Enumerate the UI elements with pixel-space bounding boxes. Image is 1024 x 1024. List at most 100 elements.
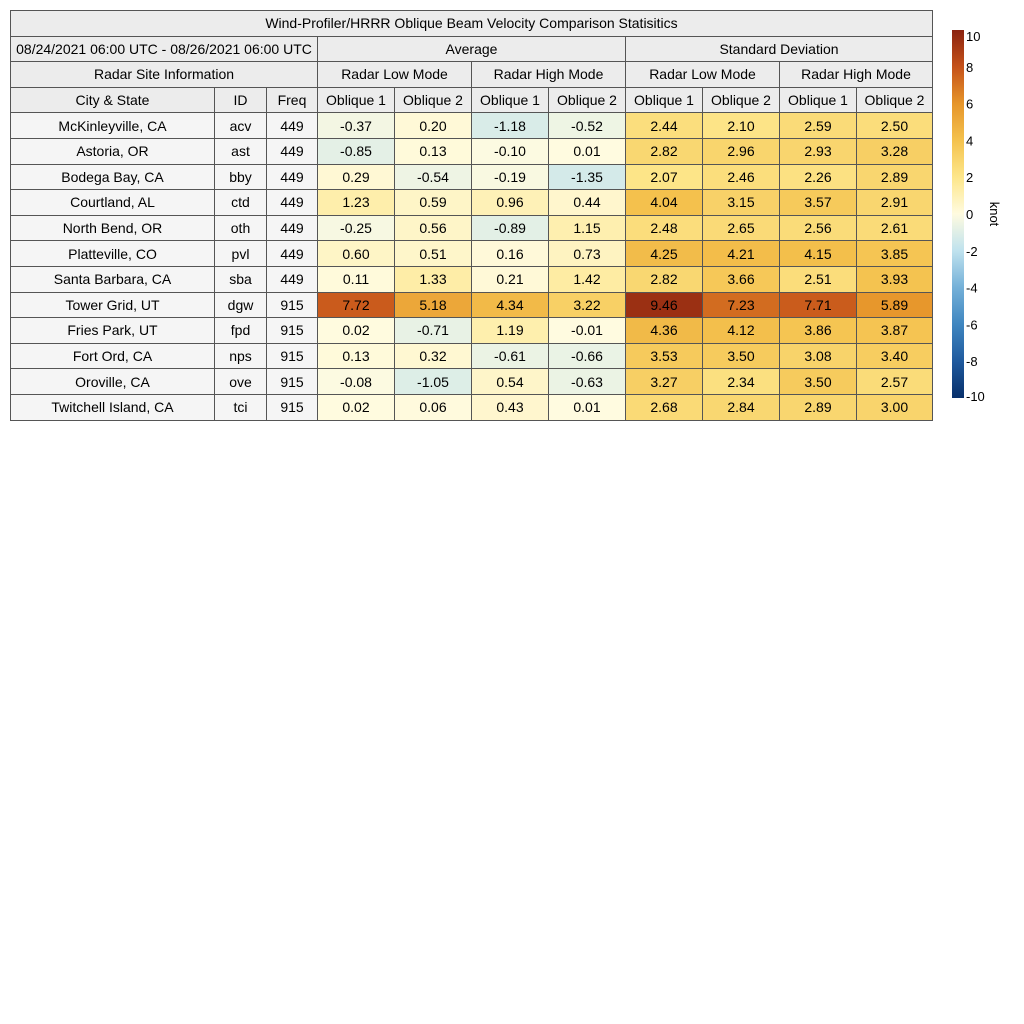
table-row: Bodega Bay, CA bby 449 0.29 -0.54 -0.19 -1.35 2… xyxy=(10,163,933,191)
colorbar-tick-label: -10 xyxy=(966,389,985,402)
avg-high-oblique2-cell: 3.22 xyxy=(548,291,626,319)
table-row: McKinleyville, CA acv 449 -0.37 0.20 -1.18 -0.… xyxy=(10,112,933,139)
avg-low-oblique1-cell: 0.02 xyxy=(317,317,395,344)
avg-low-oblique2-cell: 0.51 xyxy=(394,240,472,267)
col-header-avg-high-oblique2: Oblique 2 xyxy=(548,86,626,114)
site-city-cell: Platteville, CO xyxy=(10,240,215,267)
site-city-cell: Courtland, AL xyxy=(10,189,215,216)
site-id-cell: dgw xyxy=(214,291,267,319)
std-low-oblique2-cell: 2.65 xyxy=(702,214,780,242)
colorbar-tick-label: 8 xyxy=(966,60,973,75)
col-header-std-low-oblique1: Oblique 1 xyxy=(625,86,703,114)
site-city-cell: Tower Grid, UT xyxy=(10,291,215,319)
site-city-cell: Twitchell Island, CA xyxy=(10,393,215,421)
average-header: Average xyxy=(317,35,626,63)
colorbar-tick-label: -4 xyxy=(966,281,978,296)
site-city-cell: McKinleyville, CA xyxy=(10,112,215,139)
std-low-oblique1-cell: 2.48 xyxy=(625,214,703,242)
colorbar-tick-label: -8 xyxy=(966,354,978,369)
std-low-oblique2-cell: 2.96 xyxy=(702,137,780,165)
site-freq-cell: 449 xyxy=(266,189,318,216)
avg-high-oblique1-cell: 0.96 xyxy=(471,189,549,216)
site-city-cell: Santa Barbara, CA xyxy=(10,265,215,293)
colorbar-label: knot xyxy=(987,202,1002,227)
col-header-avg-low-oblique2: Oblique 2 xyxy=(394,86,472,114)
avg-low-oblique2-cell: 0.32 xyxy=(394,342,472,370)
std-low-oblique2-cell: 3.15 xyxy=(702,189,780,216)
table-row: Fries Park, UT fpd 915 0.02 -0.71 1.19 -0.01 4.… xyxy=(10,317,933,344)
avg-high-oblique2-cell: -0.52 xyxy=(548,112,626,139)
col-header-std-low-oblique2: Oblique 2 xyxy=(702,86,780,114)
table-row: Tower Grid, UT dgw 915 7.72 5.18 4.34 3.22 9.46… xyxy=(10,291,933,319)
std-high-oblique2-cell: 3.93 xyxy=(856,265,933,293)
std-low-oblique2-cell: 2.46 xyxy=(702,163,780,191)
std-low-oblique2-cell: 4.12 xyxy=(702,317,780,344)
avg-low-oblique2-cell: 5.18 xyxy=(394,291,472,319)
std-high-oblique2-cell: 2.57 xyxy=(856,368,933,395)
avg-low-oblique1-cell: 0.13 xyxy=(317,342,395,370)
colorbar-tick-label: 2 xyxy=(966,170,973,185)
std-high-oblique2-cell: 3.87 xyxy=(856,317,933,344)
avg-high-oblique1-cell: -1.18 xyxy=(471,112,549,139)
avg-low-oblique2-cell: -1.05 xyxy=(394,368,472,395)
site-freq-cell: 449 xyxy=(266,163,318,191)
avg-low-oblique2-cell: 1.33 xyxy=(394,265,472,293)
avg-low-oblique1-cell: 7.72 xyxy=(317,291,395,319)
std-low-oblique1-cell: 2.82 xyxy=(625,137,703,165)
colorbar-tick-label: 10 xyxy=(966,30,980,44)
site-freq-cell: 915 xyxy=(266,317,318,344)
std-high-oblique1-cell: 4.15 xyxy=(779,240,857,267)
std-high-oblique1-cell: 3.50 xyxy=(779,368,857,395)
site-info-header: Radar Site Information xyxy=(10,61,318,88)
avg-low-oblique1-cell: -0.37 xyxy=(317,112,395,139)
std-high-oblique2-cell: 2.50 xyxy=(856,112,933,139)
std-high-oblique2-cell: 2.89 xyxy=(856,163,933,191)
col-header-avg-high-oblique1: Oblique 1 xyxy=(471,86,549,114)
std-high-oblique2-cell: 3.00 xyxy=(856,393,933,421)
site-freq-cell: 449 xyxy=(266,137,318,165)
avg-high-oblique1-cell: 0.16 xyxy=(471,240,549,267)
std-low-oblique2-cell: 2.84 xyxy=(702,393,780,421)
std-high-oblique1-cell: 2.89 xyxy=(779,393,857,421)
avg-high-oblique1-cell: 0.43 xyxy=(471,393,549,421)
std-low-oblique1-cell: 4.36 xyxy=(625,317,703,344)
avg-high-oblique1-cell: 1.19 xyxy=(471,317,549,344)
avg-high-oblique2-cell: 1.15 xyxy=(548,214,626,242)
site-freq-cell: 915 xyxy=(266,368,318,395)
avg-high-oblique1-cell: 0.21 xyxy=(471,265,549,293)
avg-low-oblique1-cell: 0.29 xyxy=(317,163,395,191)
avg-high-oblique2-cell: 0.73 xyxy=(548,240,626,267)
avg-low-oblique2-cell: 0.06 xyxy=(394,393,472,421)
std-low-oblique2-cell: 7.23 xyxy=(702,291,780,319)
std-high-oblique2-cell: 2.61 xyxy=(856,214,933,242)
std-high-oblique1-cell: 3.57 xyxy=(779,189,857,216)
std-low-oblique1-cell: 2.44 xyxy=(625,112,703,139)
table-title: Wind-Profiler/HRRR Oblique Beam Velocity… xyxy=(10,10,933,37)
avg-low-oblique1-cell: 0.11 xyxy=(317,265,395,293)
site-freq-cell: 915 xyxy=(266,342,318,370)
colorbar-tick-label: 0 xyxy=(966,207,973,222)
site-freq-cell: 449 xyxy=(266,265,318,293)
std-high-oblique2-cell: 5.89 xyxy=(856,291,933,319)
avg-low-oblique2-cell: 0.59 xyxy=(394,189,472,216)
avg-low-oblique1-cell: -0.08 xyxy=(317,368,395,395)
avg-high-oblique1-cell: -0.19 xyxy=(471,163,549,191)
std-low-oblique1-cell: 9.46 xyxy=(625,291,703,319)
table-row: Platteville, CO pvl 449 0.60 0.51 0.16 0.73 4.2… xyxy=(10,240,933,267)
colorbar-tick-label: -2 xyxy=(966,244,978,259)
site-city-cell: Bodega Bay, CA xyxy=(10,163,215,191)
avg-high-oblique2-cell: -1.35 xyxy=(548,163,626,191)
std-low-oblique1-cell: 3.27 xyxy=(625,368,703,395)
avg-high-oblique1-cell: -0.10 xyxy=(471,137,549,165)
std-high-oblique1-cell: 2.59 xyxy=(779,112,857,139)
avg-low-mode-header: Radar Low Mode xyxy=(317,61,472,88)
avg-low-oblique2-cell: 0.56 xyxy=(394,214,472,242)
site-city-cell: Astoria, OR xyxy=(10,137,215,165)
std-high-oblique2-cell: 3.40 xyxy=(856,342,933,370)
std-low-oblique2-cell: 3.66 xyxy=(702,265,780,293)
avg-low-oblique1-cell: -0.25 xyxy=(317,214,395,242)
site-freq-cell: 449 xyxy=(266,214,318,242)
table-row: Twitchell Island, CA tci 915 0.02 0.06 0.43 0.… xyxy=(10,393,933,421)
std-low-mode-header: Radar Low Mode xyxy=(625,61,780,88)
site-city-cell: North Bend, OR xyxy=(10,214,215,242)
